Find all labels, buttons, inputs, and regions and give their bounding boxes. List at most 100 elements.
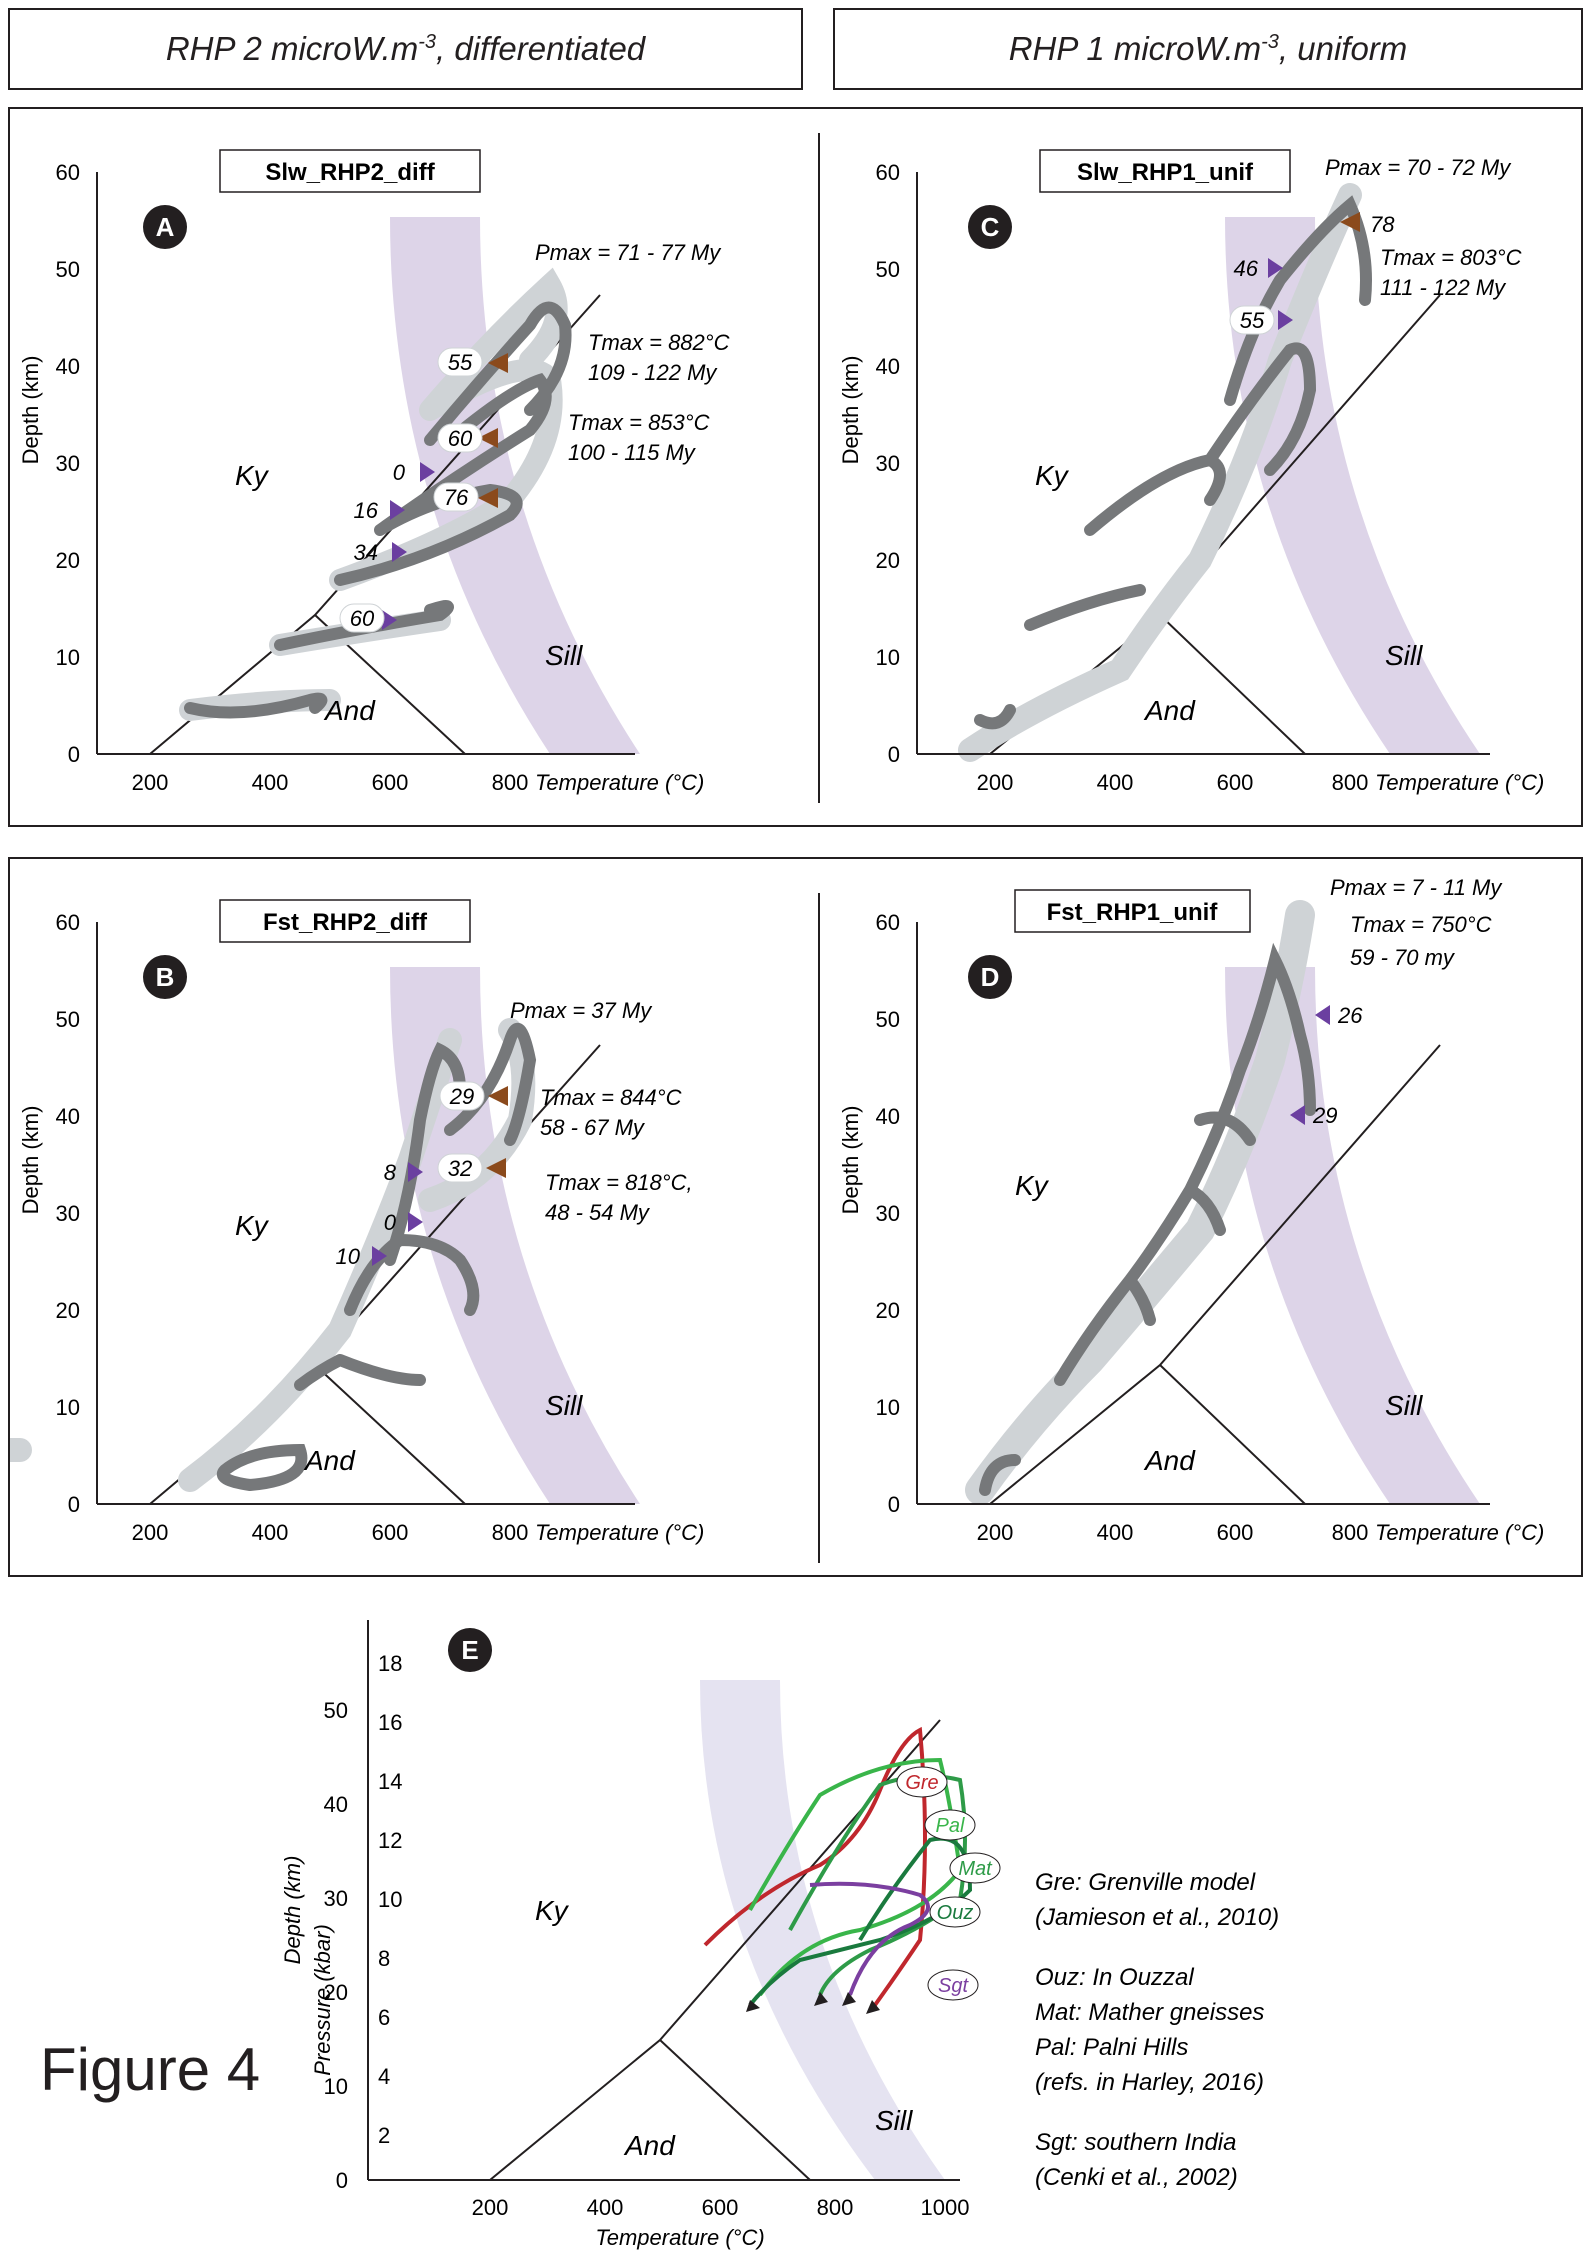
arrowhead	[746, 2000, 760, 2012]
tmax-annotation: Tmax = 844°C	[540, 1085, 682, 1110]
time-marker-purple	[408, 1212, 423, 1232]
ky-label: Ky	[1015, 1170, 1050, 1201]
x-tick: 400	[1097, 1520, 1134, 1545]
y-axis-label: Depth (km)	[838, 356, 863, 465]
tmax-annotation: Tmax = 803°C	[1380, 245, 1522, 270]
tmax-annotation: Tmax = 750°C	[1350, 912, 1492, 937]
legend-line: Sgt: southern India	[1035, 2129, 1236, 2156]
time-bubble	[439, 1081, 485, 1111]
y-tick: 20	[56, 1298, 80, 1323]
pmax-annotation: Pmax = 37 My	[510, 998, 653, 1023]
tmax-time-annotation: 58 - 67 My	[540, 1115, 646, 1140]
x-tick: 600	[1217, 770, 1254, 795]
and-label: And	[623, 2130, 676, 2161]
and-sill-line	[1159, 614, 1306, 755]
pt-path-light	[965, 900, 1315, 1505]
y-tick: 60	[876, 160, 900, 185]
tmax-time-annotation: 48 - 54 My	[545, 1200, 651, 1225]
y-tick: 40	[56, 1104, 80, 1129]
time-bubble-label: 60	[350, 606, 375, 631]
y-axis-label: Depth (km)	[838, 1106, 863, 1215]
path-label-bubble	[924, 1809, 976, 1841]
panel-badge	[968, 955, 1012, 999]
y-tick: 10	[56, 1395, 80, 1420]
x-tick: 200	[132, 770, 169, 795]
panel-badge	[143, 205, 187, 249]
x-axis-label: Temperature (°C)	[535, 1520, 704, 1545]
y-tick: 10	[876, 645, 900, 670]
time-bubble-label: 55	[448, 350, 473, 375]
path-label-gre: Gre	[905, 1772, 938, 1794]
x-ticks: 200 400 600 800	[132, 770, 529, 795]
depth-tick: 10	[324, 2074, 348, 2099]
pressure-tick: 14	[378, 1769, 402, 1794]
y-tick: 60	[876, 910, 900, 935]
header-right: RHP 1 microW.m-3, uniform	[833, 8, 1583, 90]
y-tick: 50	[876, 1007, 900, 1032]
panel-badge-letter: D	[981, 962, 1000, 992]
path-label-bubble	[927, 1969, 979, 2001]
frame-top	[8, 107, 1583, 827]
tmax-time-annotation: 111 - 122 My	[1380, 275, 1507, 300]
pt-path	[979, 942, 1316, 1496]
y-tick: 30	[56, 1201, 80, 1226]
time-marker-label: 46	[1234, 256, 1259, 281]
x-tick: 200	[472, 2195, 509, 2220]
time-bubble	[339, 603, 385, 633]
pressure-axis-label: Pressure (kbar)	[310, 1924, 335, 2076]
pressure-tick: 8	[378, 1946, 390, 1971]
time-marker-purple	[408, 1162, 423, 1182]
legend-line: (refs. in Harley, 2016)	[1035, 2069, 1264, 2096]
legend-line: (Cenki et al., 2002)	[1035, 2164, 1238, 2191]
panel-d: 0 10 20 30 40 50 60 200 400 600 800 Temp…	[838, 875, 1544, 1545]
time-marker-label: 0	[384, 1210, 397, 1235]
arrowhead	[842, 1992, 856, 2006]
x-axis-label: Temperature (°C)	[1375, 770, 1544, 795]
path-label-bubble	[896, 1766, 948, 1798]
y-tick: 40	[876, 354, 900, 379]
panel-badge	[448, 1628, 492, 1672]
legend: Gre: Grenville model (Jamieson et al., 2…	[1035, 1869, 1279, 2191]
path-label-pal: Pal	[936, 1815, 965, 1837]
ky-label: Ky	[235, 1210, 270, 1241]
divider-bottom	[818, 893, 820, 1563]
x-ticks: 200 400 600 800	[977, 770, 1369, 795]
tmax-annotation: Tmax = 853°C	[568, 410, 710, 435]
x-tick: 800	[817, 2195, 854, 2220]
y-ticks: 0 10 20 30 40 50 60	[876, 160, 900, 767]
depth-tick: 0	[336, 2168, 348, 2193]
and-sill-line	[1159, 1364, 1306, 1505]
time-bubble-label: 55	[1240, 308, 1265, 333]
sillimanite-field-band	[700, 1680, 945, 2180]
time-marker-label: 34	[354, 540, 378, 565]
path-label-bubble	[929, 1896, 981, 1928]
arrowhead	[814, 1992, 828, 2006]
y-tick: 60	[56, 910, 80, 935]
y-tick: 20	[56, 548, 80, 573]
y-axis-label: Depth (km)	[18, 1106, 43, 1215]
path-label-mat: Mat	[958, 1858, 993, 1880]
y-ticks: 0 10 20 30 40 50 60	[56, 160, 80, 767]
y-tick: 0	[68, 1492, 80, 1517]
arrowhead	[866, 2000, 880, 2014]
time-marker-label: 78	[1370, 212, 1395, 237]
pmax-annotation: Pmax = 70 - 72 My	[1325, 155, 1512, 180]
x-tick: 800	[492, 770, 529, 795]
pt-path	[216, 1022, 537, 1492]
x-ticks: 200 400 600 800	[977, 1520, 1369, 1545]
x-tick: 600	[372, 770, 409, 795]
time-marker-label: 8	[384, 1160, 397, 1185]
time-marker-purple	[1278, 310, 1293, 330]
y-tick: 10	[876, 1395, 900, 1420]
tmax-time-annotation: 109 - 122 My	[588, 360, 718, 385]
x-tick: 200	[977, 770, 1014, 795]
y-tick: 40	[876, 1104, 900, 1129]
time-marker-label: 16	[354, 498, 379, 523]
pressure-tick: 10	[378, 1887, 402, 1912]
y-tick: 30	[876, 1201, 900, 1226]
x-tick: 400	[252, 770, 289, 795]
time-marker-brown	[488, 353, 508, 373]
pressure-tick: 4	[378, 2064, 390, 2089]
pt-path	[974, 195, 1372, 730]
and-label: And	[303, 1445, 356, 1476]
